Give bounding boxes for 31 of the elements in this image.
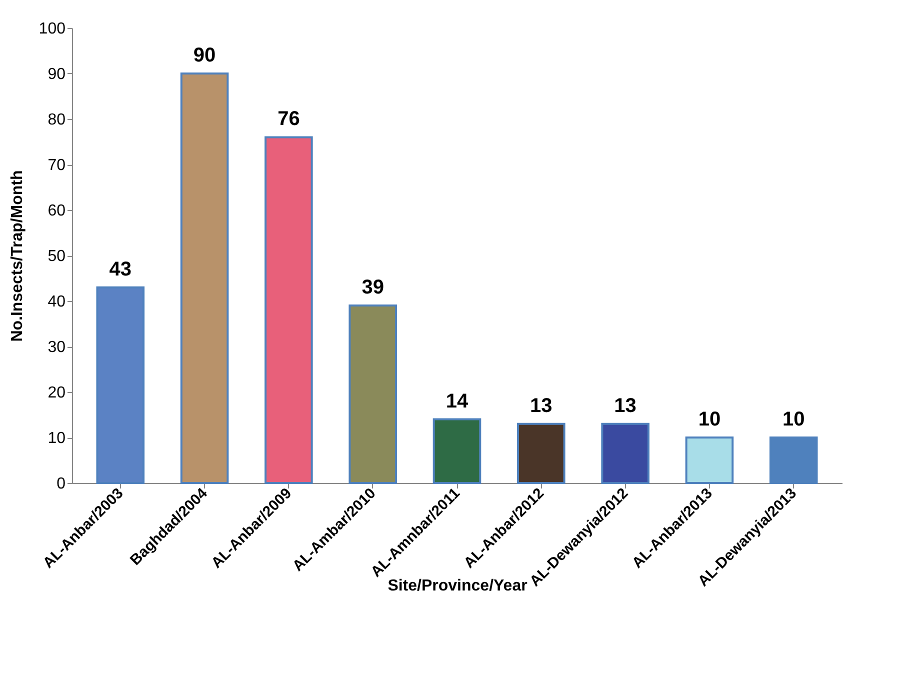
- data-label: 13: [530, 394, 552, 417]
- bar: [96, 286, 145, 484]
- y-tick-label: 40: [48, 294, 66, 310]
- bar: [180, 72, 229, 484]
- y-tick-label: 10: [48, 430, 66, 447]
- data-label: 13: [614, 394, 636, 417]
- y-tick-label: 100: [38, 20, 66, 38]
- data-label: 43: [109, 258, 132, 280]
- bar: [348, 304, 397, 484]
- y-tick-label: 0: [56, 476, 66, 492]
- data-label: 90: [193, 44, 216, 66]
- y-tick-label: 30: [48, 339, 66, 356]
- bar: [264, 136, 313, 484]
- data-label: 39: [362, 276, 384, 299]
- bar: [432, 418, 482, 484]
- y-tick-label: 70: [48, 157, 66, 174]
- data-label: 14: [446, 390, 469, 412]
- y-tick-label: 80: [48, 112, 66, 128]
- data-label: 10: [698, 408, 721, 430]
- y-tick-label: 60: [48, 202, 66, 220]
- bar: [601, 422, 650, 484]
- x-axis-title: Site/Province/Year: [388, 577, 528, 594]
- bar: [685, 436, 734, 484]
- y-tick-label: 50: [48, 248, 66, 265]
- y-tick-label: 90: [48, 66, 66, 83]
- data-label: 10: [782, 408, 805, 430]
- bar: [769, 436, 818, 484]
- y-axis-title: No.Insects/Trap/Month: [8, 170, 26, 342]
- y-tick-label: 20: [48, 384, 66, 402]
- data-label: 76: [278, 108, 300, 130]
- bar: [517, 422, 566, 484]
